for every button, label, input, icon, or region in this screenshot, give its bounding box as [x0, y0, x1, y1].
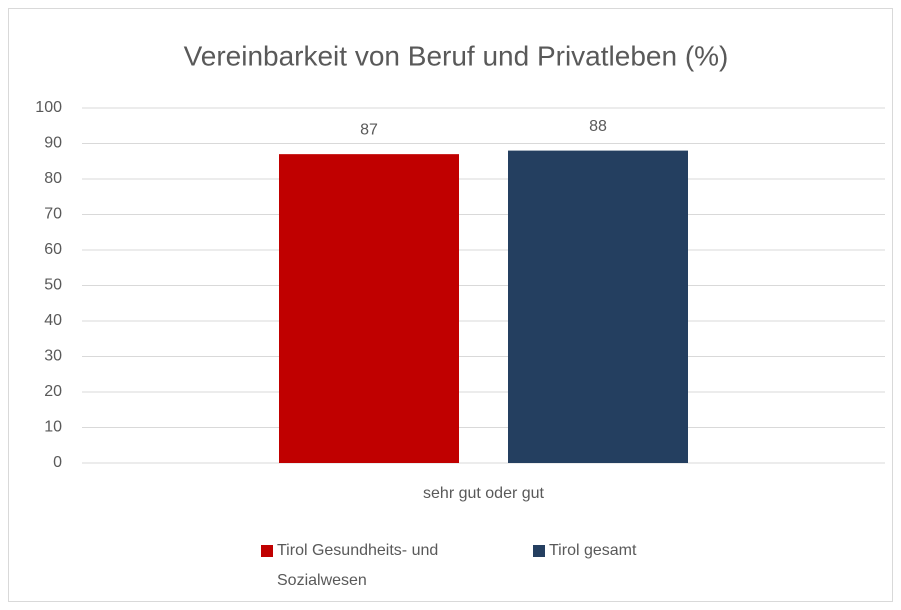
legend-label: Tirol gesamt [549, 542, 637, 559]
bar [508, 150, 688, 463]
legend-item: Tirol Gesundheits- und Sozialwesen [261, 536, 501, 596]
y-tick-label: 0 [53, 454, 62, 471]
y-tick-label: 60 [44, 241, 62, 258]
value-label: 88 [589, 118, 607, 135]
y-tick-label: 40 [44, 312, 62, 329]
y-tick-label: 70 [44, 206, 62, 223]
y-tick-label: 80 [44, 170, 62, 187]
y-tick-label: 20 [44, 383, 62, 400]
legend-item: Tirol gesamt [533, 536, 733, 566]
chart-title: Vereinbarkeit von Beruf und Privatleben … [184, 40, 729, 71]
y-tick-label: 50 [44, 277, 62, 294]
x-tick-label: sehr gut oder gut [423, 485, 545, 502]
y-tick-label: 10 [44, 419, 62, 436]
legend-label: Tirol Gesundheits- und Sozialwesen [277, 542, 439, 589]
legend-swatch [533, 545, 545, 557]
y-tick-label: 100 [35, 99, 62, 116]
y-tick-label: 30 [44, 348, 62, 365]
bar [279, 154, 459, 463]
value-label: 87 [360, 121, 378, 138]
y-tick-label: 90 [44, 135, 62, 152]
legend-swatch [261, 545, 273, 557]
